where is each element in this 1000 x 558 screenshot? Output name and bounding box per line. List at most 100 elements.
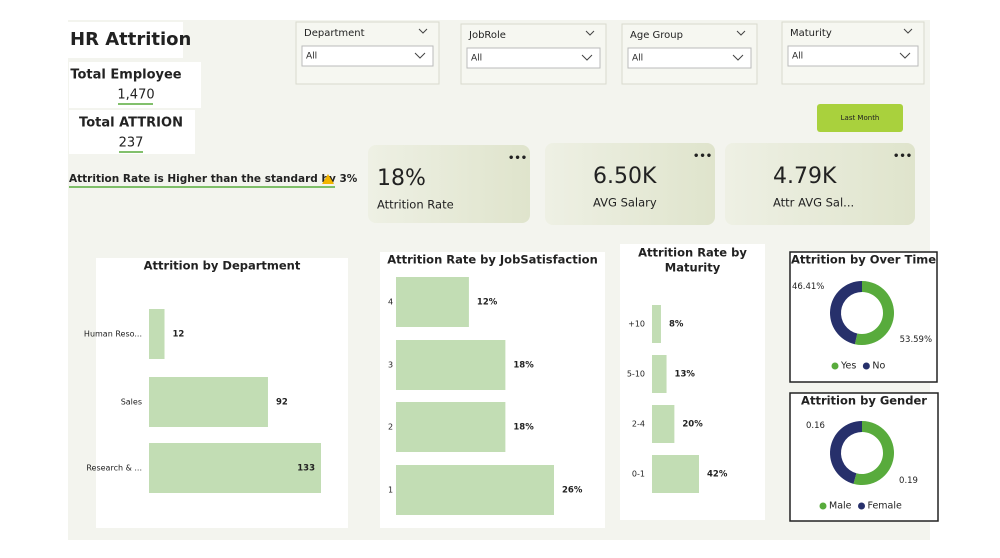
chevron xyxy=(414,52,426,59)
alert-text: Attrition Rate is Higher than the standa… xyxy=(69,173,358,185)
kpi-card xyxy=(545,143,715,225)
data-label: 18% xyxy=(513,361,534,371)
slicer-label: Maturity xyxy=(790,28,832,39)
y-tick-label: +10 xyxy=(628,320,645,329)
data-label: 20% xyxy=(682,420,703,430)
data-label: 133 xyxy=(297,464,315,474)
dropdown-value: All xyxy=(306,52,317,62)
legend-swatch xyxy=(819,502,827,510)
chevron xyxy=(899,52,911,59)
kpi-label: AVG Salary xyxy=(593,196,657,210)
data-label: 12 xyxy=(173,330,185,340)
more-icon: ••• xyxy=(508,153,527,164)
y-tick-label: 3 xyxy=(388,361,393,370)
legend-label: Female xyxy=(868,501,903,512)
data-label: 0.16 xyxy=(806,421,825,431)
bar xyxy=(652,355,667,393)
bar xyxy=(652,405,675,443)
kpi-value: 18% xyxy=(377,166,426,191)
chart-panel xyxy=(789,251,938,383)
y-tick-label: 1 xyxy=(388,486,393,495)
legend-swatch xyxy=(862,362,870,370)
donut-slice xyxy=(830,421,862,484)
kpi-label: Attrition Rate xyxy=(377,198,454,212)
y-tick-label: 2 xyxy=(388,423,393,432)
warning-icon xyxy=(322,174,334,184)
title-box xyxy=(68,22,183,58)
total-attrition-value: 237 xyxy=(119,136,144,151)
kpi-label: Attr AVG Sal... xyxy=(773,196,854,210)
dropdown-value: All xyxy=(632,54,643,64)
data-label: 42% xyxy=(707,470,728,480)
donut-slice xyxy=(853,421,895,485)
dropdown[interactable] xyxy=(787,45,919,67)
chevron xyxy=(903,28,913,34)
chart-title: Attrition Rate by JobSatisfaction xyxy=(387,253,598,267)
kpi-card xyxy=(368,145,530,223)
data-label: 53.59% xyxy=(900,335,932,345)
slicer-label: Department xyxy=(304,28,365,39)
total-attrition-label: Total ATTRION xyxy=(79,116,183,131)
data-label: 18% xyxy=(513,423,534,433)
chart-title: Attrition by Gender xyxy=(801,394,927,408)
bar xyxy=(396,340,506,390)
bar xyxy=(396,277,469,327)
y-tick-label: Sales xyxy=(121,398,142,407)
dropdown[interactable] xyxy=(627,47,752,69)
data-label: 13% xyxy=(675,370,696,380)
data-label: 0.19 xyxy=(899,476,918,486)
y-tick-label: 0-1 xyxy=(632,470,645,479)
chevron xyxy=(732,54,744,61)
data-label: 46.41% xyxy=(792,282,824,292)
y-tick-label: 4 xyxy=(388,298,393,307)
y-tick-label: Human Reso... xyxy=(84,330,142,339)
data-label: 92 xyxy=(276,398,288,408)
dropdown-value: All xyxy=(792,52,803,62)
data-label: 26% xyxy=(562,486,583,496)
data-label: 12% xyxy=(477,298,498,308)
chevron xyxy=(585,30,595,36)
slicer-label: Age Group xyxy=(630,30,683,41)
kpi-value: 4.79K xyxy=(773,164,837,189)
chart-title: Attrition by Department xyxy=(144,259,301,273)
chevron xyxy=(736,30,746,36)
dropdown[interactable] xyxy=(466,47,601,69)
bar xyxy=(149,309,165,359)
donut-slice xyxy=(854,280,895,345)
chevron xyxy=(581,54,593,61)
kpi-card xyxy=(725,143,915,225)
bar xyxy=(396,465,554,515)
bar xyxy=(149,377,268,427)
kpi-box xyxy=(69,62,201,108)
kpi-value: 6.50K xyxy=(593,164,657,189)
more-icon: ••• xyxy=(693,151,712,162)
y-tick-label: 5-10 xyxy=(627,370,645,379)
legend-label: Male xyxy=(829,501,852,512)
y-tick-label: Research & ... xyxy=(86,464,142,473)
legend-swatch xyxy=(858,502,866,510)
bar xyxy=(396,402,506,452)
chart-title: Attrition Rate by xyxy=(638,246,747,260)
chevron xyxy=(418,28,428,34)
y-tick-label: 2-4 xyxy=(632,420,645,429)
button[interactable] xyxy=(817,104,903,132)
total-employee-label: Total Employee xyxy=(70,68,181,83)
legend-swatch xyxy=(831,362,839,370)
dropdown-value: All xyxy=(471,54,482,64)
total-employee-value: 1,470 xyxy=(117,88,154,103)
kpi-box xyxy=(69,110,195,154)
more-icon: ••• xyxy=(893,151,912,162)
dashboard-title: HR Attrition xyxy=(70,29,191,50)
chart-panel xyxy=(789,392,939,522)
chart-title: Maturity xyxy=(665,261,721,275)
chart-title: Attrition by Over Time xyxy=(791,253,936,267)
slicer-label: JobRole xyxy=(468,30,506,41)
legend-label: Yes xyxy=(840,361,856,372)
donut-slice xyxy=(830,281,862,345)
data-label: 8% xyxy=(669,320,684,330)
button-label[interactable]: Last Month xyxy=(841,114,880,122)
bar xyxy=(652,455,699,493)
dropdown[interactable] xyxy=(301,45,434,67)
